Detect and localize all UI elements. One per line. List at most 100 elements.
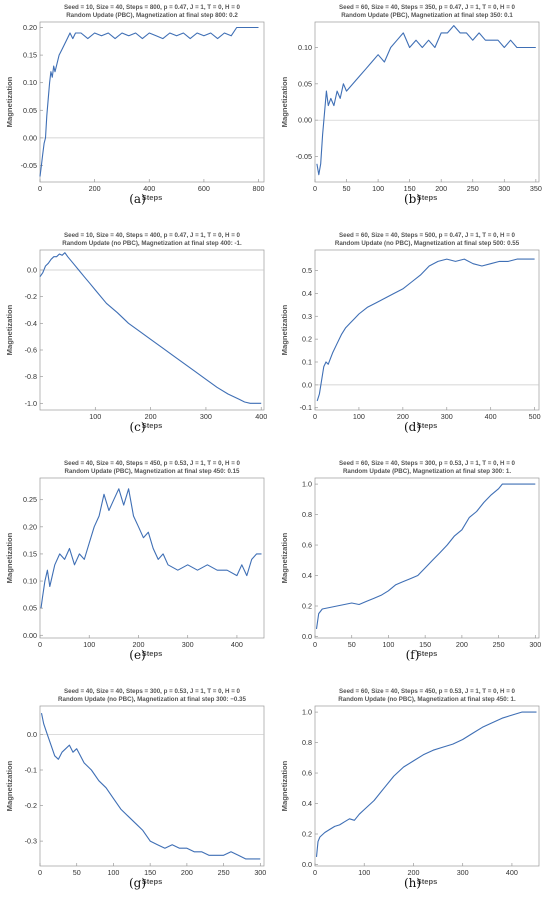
- chart-svg: Seed = 60, Size = 40, Steps = 300, p = 0…: [280, 460, 541, 658]
- chart-subtitle: Random Update (no PBC), Magnetization at…: [335, 240, 520, 247]
- x-tick-label: 600: [198, 184, 210, 193]
- x-tick-label: 200: [407, 868, 419, 877]
- y-tick-label: 0.10: [23, 577, 37, 586]
- plot-frame: [314, 705, 540, 867]
- x-tick-label: 50: [343, 184, 351, 193]
- x-tick-label: 300: [457, 868, 469, 877]
- plot-frame: [39, 21, 265, 183]
- x-tick-label: 400: [485, 412, 497, 421]
- y-tick-label: 0.0: [302, 632, 312, 641]
- x-tick-label: 0: [38, 868, 42, 877]
- x-tick-label: 400: [255, 412, 267, 421]
- x-tick-label: 800: [253, 184, 265, 193]
- y-tick-label: 0.15: [23, 549, 37, 558]
- chart-title: Seed = 40, Size = 40, Steps = 300, p = 0…: [64, 688, 240, 695]
- y-tick-label: 0.20: [23, 522, 37, 531]
- x-tick-label: 350: [530, 184, 542, 193]
- panel-caption: (g): [128, 876, 147, 890]
- x-tick-label: 500: [529, 412, 541, 421]
- x-axis-label: Steps: [142, 877, 163, 886]
- chart-svg: Seed = 10, Size = 40, Steps = 400, p = 0…: [5, 232, 267, 430]
- y-tick-label: -0.3: [25, 837, 37, 846]
- panel-caption: (e): [129, 648, 146, 662]
- x-tick-label: 300: [182, 640, 194, 649]
- y-tick-label: 0.05: [23, 106, 37, 115]
- x-tick-label: 0: [313, 184, 317, 193]
- chart-subtitle: Random Update (PBC), Magnetization at fi…: [66, 12, 238, 19]
- series-line: [315, 711, 537, 857]
- y-tick-label: 0.10: [298, 43, 312, 52]
- y-tick-label: 1.0: [302, 480, 312, 489]
- y-tick-label: 0.4: [302, 289, 312, 298]
- chart-svg: Seed = 60, Size = 40, Steps = 350, p = 0…: [280, 4, 542, 202]
- x-tick-label: 200: [456, 640, 468, 649]
- y-tick-label: -0.1: [25, 766, 37, 775]
- chart-subtitle: Random Update (PBC), Magnetization at fi…: [65, 468, 241, 475]
- x-tick-label: 100: [107, 868, 119, 877]
- y-tick-label: 0.0: [302, 380, 312, 389]
- x-tick-label: 100: [83, 640, 95, 649]
- chart-title: Seed = 60, Size = 40, Steps = 300, p = 0…: [339, 460, 515, 467]
- y-tick-label: 1.0: [302, 708, 312, 717]
- series-line: [315, 483, 536, 629]
- y-axis-label: Magnetization: [280, 532, 289, 583]
- y-tick-label: 0.3: [302, 312, 312, 321]
- series-line: [316, 25, 536, 176]
- series-line: [39, 252, 262, 404]
- plot-frame: [314, 21, 540, 183]
- x-tick-label: 400: [506, 868, 518, 877]
- y-tick-label: 0.25: [23, 495, 37, 504]
- y-tick-label: 0.00: [23, 631, 37, 640]
- series-line: [40, 712, 261, 860]
- chart-title: Seed = 40, Size = 40, Steps = 450, p = 0…: [64, 460, 240, 467]
- x-tick-label: 50: [348, 640, 356, 649]
- x-tick-label: 100: [353, 412, 365, 421]
- y-tick-label: 0.4: [302, 799, 312, 808]
- x-tick-label: 150: [404, 184, 416, 193]
- y-tick-label: 0.0: [302, 860, 312, 869]
- panel-caption: (c): [129, 420, 146, 434]
- x-axis-label: Steps: [142, 193, 163, 202]
- x-tick-label: 50: [73, 868, 81, 877]
- chart-title: Seed = 10, Size = 40, Steps = 800, p = 0…: [64, 4, 240, 11]
- series-line: [40, 488, 262, 609]
- panel-caption: (d): [403, 420, 422, 434]
- y-tick-label: 0.2: [302, 830, 312, 839]
- plot-frame: [314, 249, 540, 411]
- chart-svg: Seed = 10, Size = 40, Steps = 800, p = 0…: [5, 4, 265, 202]
- chart-title: Seed = 60, Size = 40, Steps = 350, p = 0…: [339, 4, 515, 11]
- x-tick-label: 300: [529, 640, 541, 649]
- x-tick-label: 200: [181, 868, 193, 877]
- chart-subtitle: Random Update (PBC), Magnetization at fi…: [341, 12, 513, 19]
- chart-subtitle: Random Update (no PBC), Magnetization at…: [58, 696, 246, 703]
- plot-frame: [39, 249, 265, 411]
- y-tick-label: 0.1: [302, 358, 312, 367]
- x-tick-label: 200: [89, 184, 101, 193]
- y-tick-label: -0.4: [25, 319, 37, 328]
- chart-panel: Seed = 10, Size = 40, Steps = 400, p = 0…: [0, 228, 275, 456]
- x-tick-label: 100: [358, 868, 370, 877]
- y-tick-label: -0.2: [25, 801, 37, 810]
- chart-panel: Seed = 60, Size = 40, Steps = 450, p = 0…: [275, 684, 550, 912]
- chart-svg: Seed = 40, Size = 40, Steps = 450, p = 0…: [5, 460, 265, 658]
- chart-subtitle: Random Update (PBC), Magnetization at fi…: [343, 468, 511, 475]
- x-tick-label: 0: [38, 184, 42, 193]
- y-axis-label: Magnetization: [280, 76, 289, 127]
- y-tick-label: 0.0: [27, 730, 37, 739]
- x-tick-label: 150: [144, 868, 156, 877]
- x-tick-label: 300: [200, 412, 212, 421]
- plot-frame: [39, 477, 265, 639]
- y-axis-label: Magnetization: [280, 304, 289, 355]
- y-tick-label: 0.6: [302, 769, 312, 778]
- x-tick-label: 200: [435, 184, 447, 193]
- chart-panel: Seed = 60, Size = 40, Steps = 300, p = 0…: [275, 456, 550, 684]
- x-tick-label: 400: [143, 184, 155, 193]
- y-tick-label: -0.8: [25, 372, 37, 381]
- x-axis-label: Steps: [417, 877, 438, 886]
- panel-caption: (a): [129, 192, 146, 206]
- plot-frame: [314, 477, 540, 639]
- y-tick-label: -0.2: [25, 292, 37, 301]
- x-axis-label: Steps: [417, 649, 438, 658]
- x-tick-label: 250: [467, 184, 479, 193]
